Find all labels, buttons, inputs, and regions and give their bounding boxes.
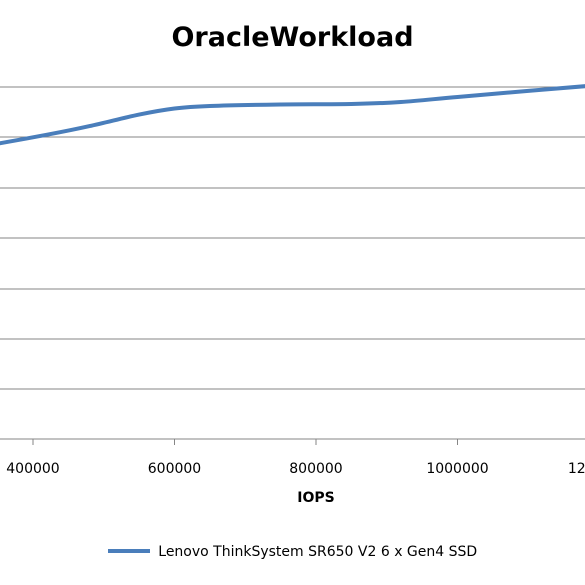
x-tick-label: 1200000: [568, 461, 585, 477]
series-line-0: [0, 84, 585, 146]
x-axis-ticks: 400000 600000 800000 1000000 1200000: [6, 439, 585, 477]
series-layer: [0, 84, 585, 146]
legend: Lenovo ThinkSystem SR650 V2 6 x Gen4 SSD: [0, 544, 585, 560]
legend-label: Lenovo ThinkSystem SR650 V2 6 x Gen4 SSD: [158, 544, 478, 560]
x-tick-label: 800000: [289, 461, 342, 477]
x-tick-label: 400000: [6, 461, 59, 477]
legend-swatch: [107, 549, 150, 553]
x-axis-title: IOPS: [297, 490, 334, 506]
gridlines: [0, 86, 585, 390]
x-tick-label: 1000000: [426, 461, 488, 477]
x-tick-label: 600000: [148, 461, 201, 477]
chart-title: OracleWorkload: [171, 22, 414, 53]
